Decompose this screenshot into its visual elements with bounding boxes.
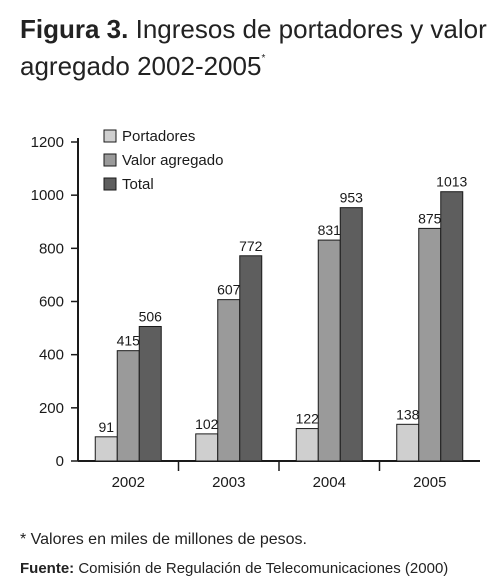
bar-portadores	[94, 436, 118, 462]
legend-swatch	[103, 153, 117, 167]
source-text: Comisión de Regulación de Telecomunicaci…	[78, 560, 449, 577]
bar-portadores	[195, 433, 219, 462]
figure-title: Figura 3. Ingresos de portadores y valor…	[20, 14, 490, 81]
bar-valor-agregado	[418, 227, 442, 462]
legend-swatch	[103, 129, 117, 143]
bar-valor-agregado	[317, 239, 341, 462]
y-tick-label: 400	[39, 347, 64, 364]
legend-label: Portadores	[122, 128, 195, 145]
y-tick-label: 1200	[31, 134, 64, 151]
y-tick-label: 1000	[31, 187, 64, 204]
legend-label: Total	[122, 176, 154, 193]
bar-value-label: 122	[296, 411, 320, 427]
bar-value-label: 607	[217, 282, 241, 298]
bar-total	[440, 191, 464, 462]
figure-label: Figura 3.	[20, 14, 129, 44]
bar-valor-agregado	[116, 350, 140, 462]
y-tick-label: 200	[39, 400, 64, 417]
bar-total	[239, 255, 263, 462]
legend-swatch	[103, 177, 117, 191]
plot-area: 0 200 400 600 800 1000 1200 91 415 506 2002 102 607 7…	[31, 128, 480, 491]
bar-value-label: 91	[98, 419, 114, 435]
bar-total	[138, 325, 162, 462]
legend-label: Valor agregado	[122, 152, 223, 169]
y-tick-label: 600	[39, 294, 64, 311]
x-category-label: 2002	[112, 474, 145, 491]
bar-portadores	[396, 423, 420, 462]
source-note: Fuente: Comisión de Regulación de Teleco…	[20, 560, 448, 577]
bar-value-label: 1013	[436, 174, 467, 190]
bar-value-label: 415	[117, 333, 141, 349]
x-category-label: 2004	[313, 474, 346, 491]
bar-value-label: 953	[340, 190, 364, 206]
bar-total	[339, 207, 363, 462]
x-category-label: 2003	[212, 474, 245, 491]
bar-valor-agregado	[217, 299, 241, 462]
footnote: * Valores en miles de millones de pesos.	[20, 531, 307, 548]
bar-value-label: 138	[396, 406, 420, 422]
figure-title-text: Ingresos de portadores y valor agregado …	[20, 14, 487, 81]
bar-portadores	[295, 428, 319, 462]
title-footnote-mark: *	[261, 53, 266, 64]
y-tick-label: 800	[39, 240, 64, 257]
bar-value-label: 831	[318, 222, 342, 238]
bar-value-label: 102	[195, 416, 219, 432]
y-tick-label: 0	[56, 453, 64, 470]
source-label: Fuente:	[20, 560, 75, 577]
x-category-label: 2005	[413, 474, 446, 491]
bar-value-label: 772	[239, 238, 263, 254]
bar-value-label: 506	[139, 308, 163, 324]
bar-value-label: 875	[418, 210, 442, 226]
